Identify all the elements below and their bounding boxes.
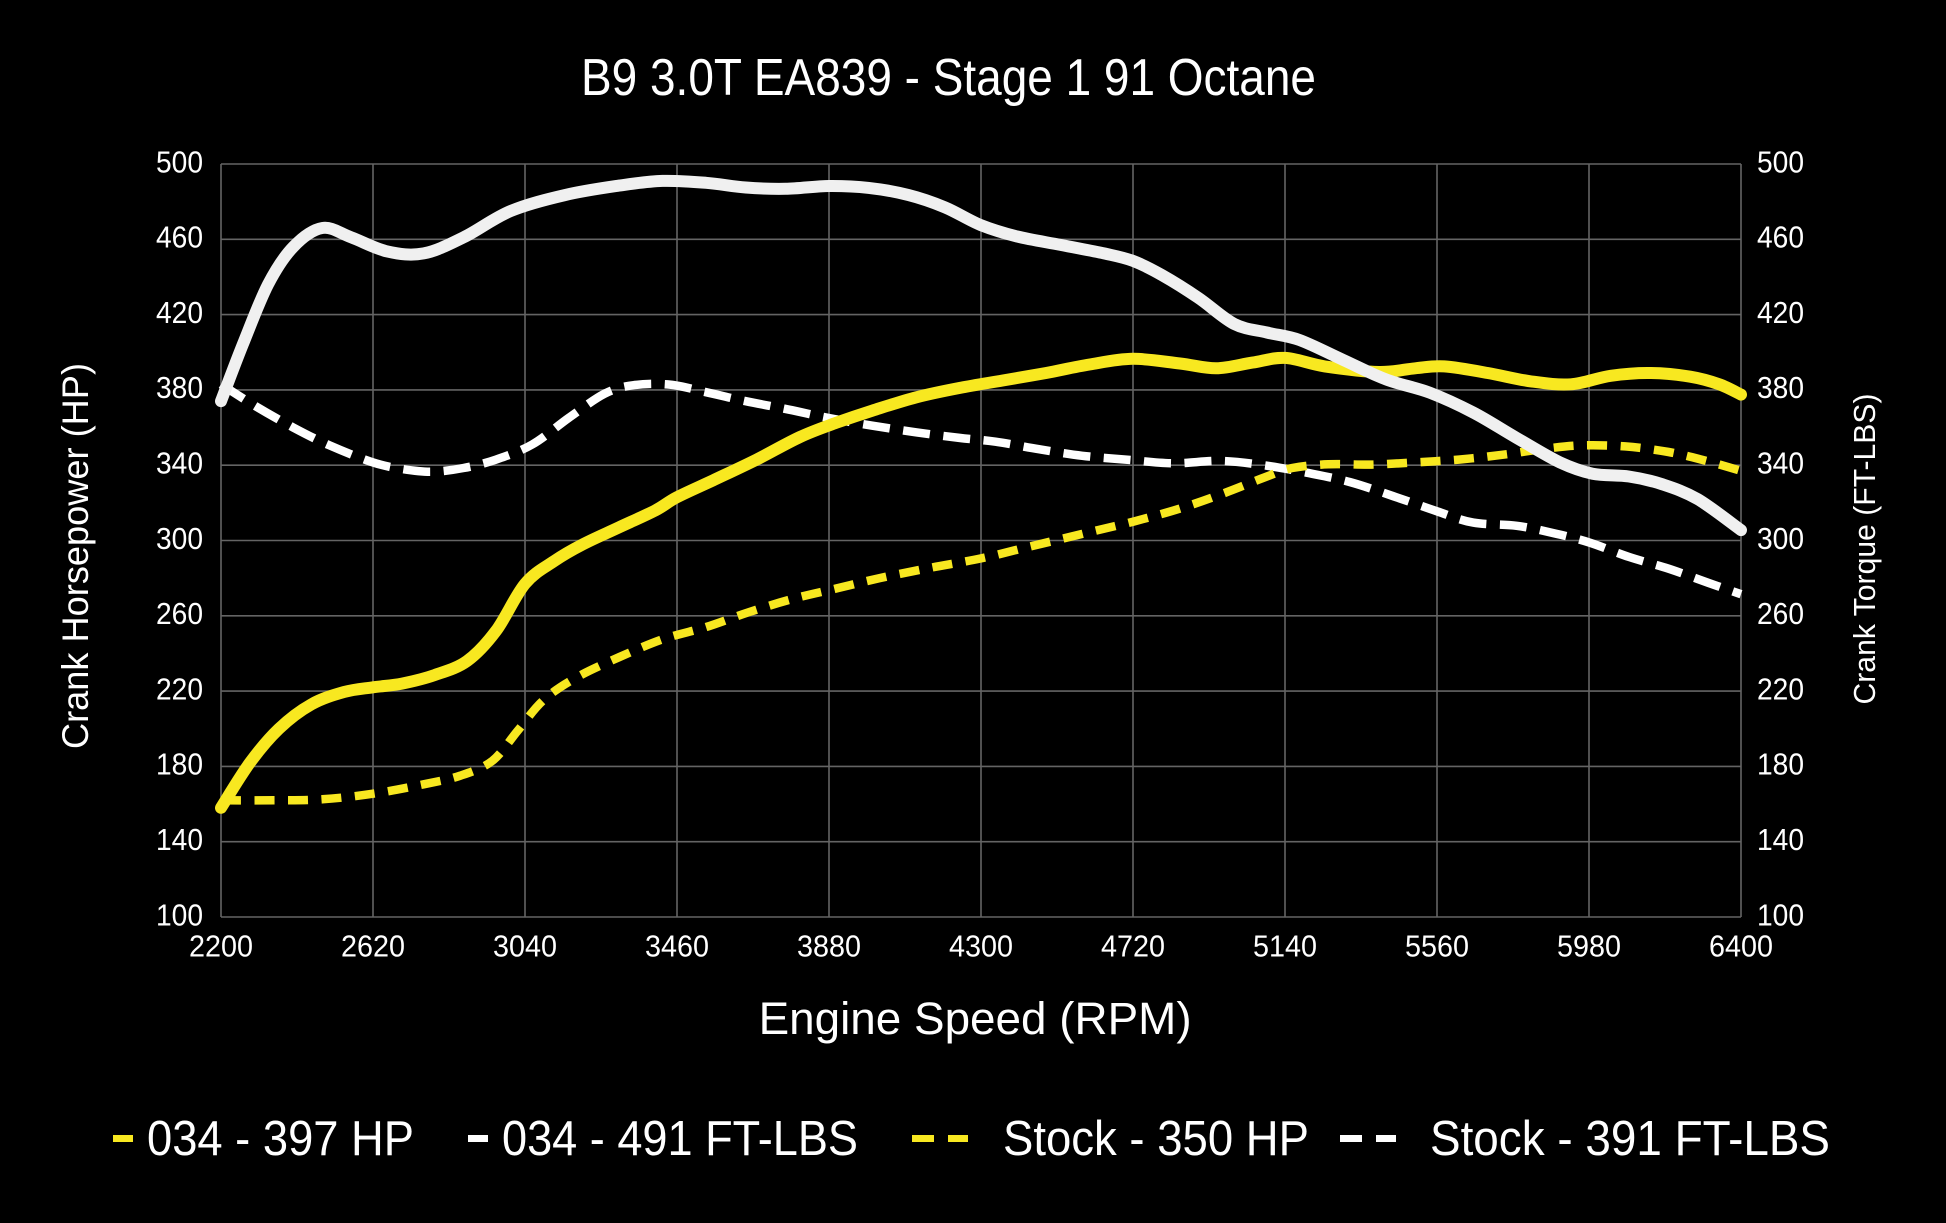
svg-text:Stock - 350 HP: Stock - 350 HP: [1003, 1111, 1309, 1166]
svg-text:Engine Speed (RPM): Engine Speed (RPM): [759, 993, 1192, 1044]
svg-text:340: 340: [156, 446, 203, 481]
svg-text:180: 180: [156, 747, 203, 782]
svg-text:380: 380: [156, 370, 203, 405]
svg-text:3040: 3040: [493, 928, 557, 963]
svg-text:2200: 2200: [189, 928, 253, 963]
svg-text:3460: 3460: [645, 928, 709, 963]
svg-text:140: 140: [1757, 822, 1804, 857]
svg-text:100: 100: [1757, 897, 1804, 932]
svg-text:220: 220: [156, 671, 203, 706]
svg-text:260: 260: [156, 596, 203, 631]
svg-text:300: 300: [156, 521, 203, 556]
svg-text:460: 460: [156, 220, 203, 255]
svg-text:100: 100: [156, 897, 203, 932]
svg-text:5140: 5140: [1253, 928, 1317, 963]
svg-text:4720: 4720: [1101, 928, 1165, 963]
svg-text:380: 380: [1757, 370, 1804, 405]
svg-text:420: 420: [1757, 295, 1804, 330]
svg-text:140: 140: [156, 822, 203, 857]
svg-text:5980: 5980: [1557, 928, 1621, 963]
svg-text:Crank Torque (FT-LBS): Crank Torque (FT-LBS): [1848, 394, 1882, 705]
svg-text:460: 460: [1757, 220, 1804, 255]
svg-text:2620: 2620: [341, 928, 405, 963]
svg-text:500: 500: [1757, 144, 1804, 179]
svg-text:180: 180: [1757, 747, 1804, 782]
svg-text:220: 220: [1757, 671, 1804, 706]
svg-text:5560: 5560: [1405, 928, 1469, 963]
svg-text:034 - 397 HP: 034 - 397 HP: [147, 1111, 414, 1166]
svg-text:3880: 3880: [797, 928, 861, 963]
svg-text:500: 500: [156, 144, 203, 179]
svg-text:6400: 6400: [1709, 928, 1773, 963]
svg-text:420: 420: [156, 295, 203, 330]
svg-text:4300: 4300: [949, 928, 1013, 963]
svg-text:Crank Horsepower (HP): Crank Horsepower (HP): [55, 363, 96, 749]
svg-text:Stock - 391 FT-LBS: Stock - 391 FT-LBS: [1430, 1111, 1830, 1166]
svg-text:B9 3.0T EA839 - Stage 1 91 Oct: B9 3.0T EA839 - Stage 1 91 Octane: [581, 48, 1316, 106]
svg-text:340: 340: [1757, 446, 1804, 481]
svg-text:260: 260: [1757, 596, 1804, 631]
svg-text:300: 300: [1757, 521, 1804, 556]
svg-text:034 - 491 FT-LBS: 034 - 491 FT-LBS: [502, 1111, 858, 1166]
